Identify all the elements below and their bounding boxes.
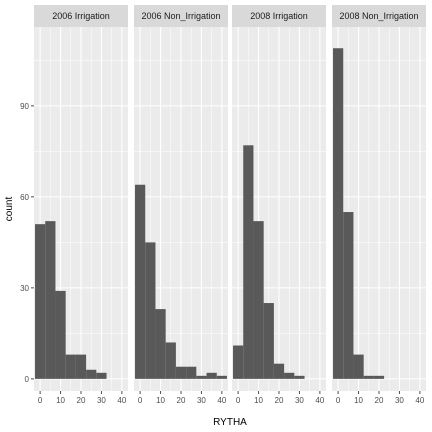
x-tick-label: 20 bbox=[77, 396, 86, 405]
x-tick-label: 10 bbox=[354, 396, 363, 405]
facet-strip bbox=[232, 5, 326, 27]
histogram-bar bbox=[353, 354, 364, 379]
x-tick-label: 20 bbox=[177, 396, 186, 405]
y-tick-label: 60 bbox=[20, 193, 29, 202]
y-tick-label: 0 bbox=[25, 375, 30, 384]
x-tick-label: 40 bbox=[415, 396, 424, 405]
histogram-bar bbox=[75, 354, 87, 379]
x-tick-label: 0 bbox=[138, 396, 143, 405]
x-tick-label: 0 bbox=[336, 396, 341, 405]
facet-strip-label: 2006 Non_Irrigation bbox=[141, 11, 220, 21]
histogram-bar bbox=[145, 242, 156, 379]
histogram-bar bbox=[243, 145, 254, 379]
y-axis-title: count bbox=[4, 197, 15, 222]
histogram-bar bbox=[216, 375, 227, 379]
histogram-bar bbox=[333, 48, 344, 379]
y-tick-label: 30 bbox=[20, 284, 29, 293]
x-tick-label: 20 bbox=[275, 396, 284, 405]
x-tick-label: 40 bbox=[315, 396, 324, 405]
histogram-bar bbox=[165, 342, 176, 379]
histogram-bar bbox=[373, 375, 385, 379]
x-tick-label: 0 bbox=[38, 396, 43, 405]
histogram-bar bbox=[186, 366, 197, 379]
facet-strip bbox=[34, 5, 128, 27]
histogram-bar bbox=[155, 309, 166, 379]
x-tick-label: 30 bbox=[295, 396, 304, 405]
histogram-bar bbox=[343, 212, 354, 379]
x-tick-label: 30 bbox=[97, 396, 106, 405]
facet-strip-label: 2008 Irrigation bbox=[250, 11, 308, 21]
histogram-bar bbox=[196, 375, 207, 379]
histogram-bar bbox=[55, 290, 66, 379]
histogram-bar bbox=[206, 372, 217, 379]
histogram-bar bbox=[263, 303, 274, 379]
x-axis-title: RYTHA bbox=[213, 417, 247, 428]
x-tick-label: 10 bbox=[56, 396, 65, 405]
histogram-bar bbox=[86, 369, 97, 379]
x-tick-label: 0 bbox=[236, 396, 241, 405]
x-tick-label: 10 bbox=[254, 396, 263, 405]
facet-strip bbox=[332, 5, 426, 27]
x-tick-label: 40 bbox=[217, 396, 226, 405]
histogram-bar bbox=[135, 184, 146, 379]
histogram-bar bbox=[363, 375, 374, 379]
x-tick-label: 30 bbox=[197, 396, 206, 405]
histogram-bar bbox=[273, 363, 285, 379]
y-tick-label: 90 bbox=[20, 102, 29, 111]
x-tick-label: 40 bbox=[117, 396, 126, 405]
facet-strip-label: 2008 Non_Irrigation bbox=[339, 11, 418, 21]
facet-strip bbox=[134, 5, 228, 27]
histogram-bar bbox=[35, 224, 46, 379]
histogram-bar bbox=[65, 354, 76, 379]
histogram-bar bbox=[233, 345, 244, 379]
histogram-bar bbox=[96, 372, 107, 379]
x-tick-label: 30 bbox=[395, 396, 404, 405]
histogram-bar bbox=[284, 372, 295, 379]
x-tick-label: 10 bbox=[156, 396, 165, 405]
facet-strip-label: 2006 Irrigation bbox=[52, 11, 110, 21]
histogram-bar bbox=[175, 366, 187, 379]
histogram-bar bbox=[45, 221, 56, 379]
x-tick-label: 20 bbox=[375, 396, 384, 405]
histogram-bar bbox=[294, 375, 305, 379]
histogram-bar bbox=[253, 221, 264, 379]
